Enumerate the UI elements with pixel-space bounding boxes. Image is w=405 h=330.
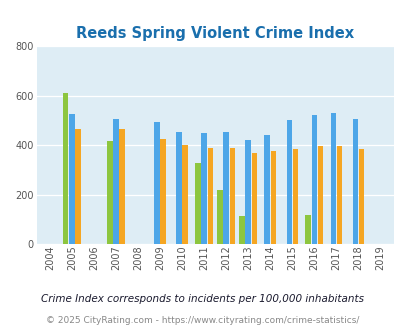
Text: © 2025 CityRating.com - https://www.cityrating.com/crime-statistics/: © 2025 CityRating.com - https://www.city… bbox=[46, 316, 359, 325]
Bar bbox=[317, 146, 322, 244]
Bar bbox=[292, 149, 298, 244]
Bar bbox=[270, 151, 275, 244]
Bar bbox=[330, 113, 335, 244]
Bar bbox=[311, 115, 316, 244]
Bar bbox=[207, 148, 213, 244]
Bar bbox=[107, 142, 112, 244]
Bar bbox=[201, 133, 207, 244]
Bar bbox=[160, 139, 166, 244]
Bar bbox=[69, 114, 75, 244]
Bar bbox=[217, 190, 222, 244]
Title: Reeds Spring Violent Crime Index: Reeds Spring Violent Crime Index bbox=[76, 26, 354, 41]
Bar bbox=[119, 129, 125, 244]
Bar bbox=[245, 140, 250, 244]
Bar bbox=[305, 214, 310, 244]
Bar bbox=[251, 153, 257, 244]
Bar bbox=[176, 132, 181, 244]
Bar bbox=[113, 119, 118, 244]
Bar bbox=[182, 145, 188, 244]
Bar bbox=[223, 132, 228, 244]
Bar bbox=[239, 216, 244, 244]
Bar bbox=[358, 149, 364, 244]
Bar bbox=[63, 93, 68, 244]
Bar bbox=[264, 135, 269, 244]
Bar bbox=[286, 120, 291, 244]
Bar bbox=[336, 146, 341, 244]
Bar bbox=[154, 122, 159, 244]
Text: Crime Index corresponds to incidents per 100,000 inhabitants: Crime Index corresponds to incidents per… bbox=[41, 294, 364, 304]
Bar bbox=[195, 163, 200, 244]
Bar bbox=[229, 148, 234, 244]
Bar bbox=[352, 119, 357, 244]
Bar bbox=[75, 129, 81, 244]
